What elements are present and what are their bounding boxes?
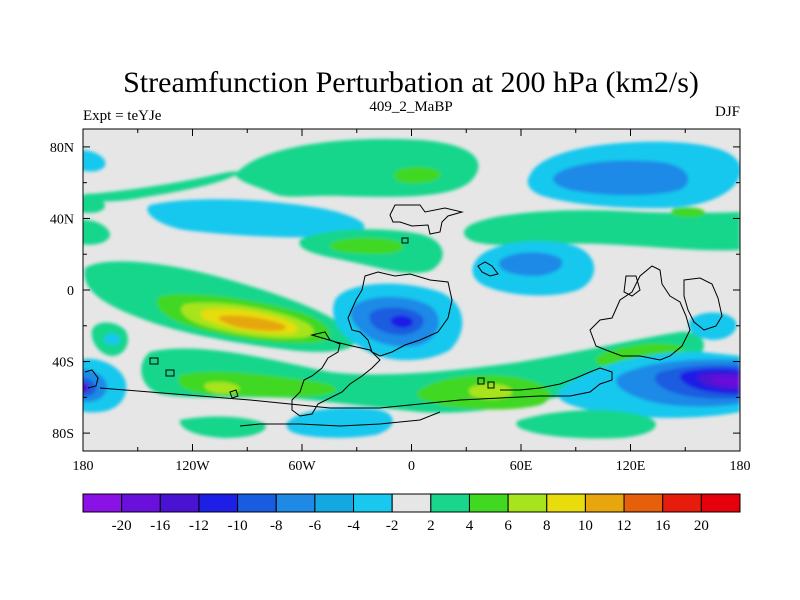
coastline-island-3 (477, 377, 485, 385)
colorbar-swatch (700, 493, 741, 513)
colorbar-swatch (82, 493, 123, 513)
colorbar: -20 -16 -12 -10 -8 -6 -4 -2 2 4 6 8 10 12 16 20 (82, 493, 741, 534)
subtitle-left: Expt = teYJe (83, 108, 162, 124)
colorbar-label: 8 (543, 518, 551, 534)
colorbar-swatch (507, 493, 548, 513)
coastline-antarctica-west (84, 369, 99, 389)
contour-violet-south-pacific-sw (83, 382, 89, 393)
contour-cyan-north-mid (147, 199, 365, 238)
contour-purple-southeast (710, 376, 740, 387)
coastline-island-2 (165, 369, 175, 377)
coastline-africa (347, 271, 453, 357)
colorbar-label: 10 (578, 518, 593, 534)
coastline-south-pole-coast (239, 411, 441, 427)
coastline-indonesia (589, 265, 691, 361)
x-tick-label: 0 (408, 459, 415, 474)
coastline-small-island (401, 237, 409, 244)
colorbar-swatch (623, 493, 664, 513)
coastline-south-america (291, 331, 381, 417)
contour-green-east-band (464, 210, 740, 251)
colorbar-swatch (314, 493, 355, 513)
contour-green-south-pole-west (179, 416, 266, 438)
contour-blue-northeast (553, 160, 689, 196)
colorbar-swatch (237, 493, 277, 513)
colorbar-label: -6 (309, 518, 322, 534)
contour-green-north-atlantic-inner (329, 237, 404, 254)
x-tick-label: 60E (510, 459, 533, 474)
contour-field (83, 138, 740, 439)
coastline-south-atlantic-islands (229, 389, 239, 399)
colorbar-swatch (198, 493, 239, 513)
contour-blue-asia (499, 252, 563, 276)
x-tick-label: 180 (73, 459, 94, 474)
colorbar-label: -2 (386, 518, 399, 534)
contour-cyan-northwest (83, 150, 106, 172)
x-tick-label: 120E (616, 459, 646, 474)
colorbar-swatch (275, 493, 316, 513)
y-tick-label: 40N (50, 212, 74, 227)
colorbar-label: -12 (189, 518, 209, 534)
colorbar-label: 6 (504, 518, 512, 534)
contour-green-west-tail (85, 171, 240, 202)
colorbar-label: 12 (617, 518, 632, 534)
coastline-east-asia (683, 277, 723, 331)
coastline-island-1 (149, 357, 159, 365)
subtitle-center: 409_2_MaBP (369, 99, 452, 115)
x-tick-label: 120W (175, 459, 210, 474)
axis-ticks: 180 120W 60W 0 60E 120E 180 80N 40N 0 40S 80S (50, 129, 751, 474)
colorbar-label: 16 (655, 518, 671, 534)
contour-cyan-nw-tropic (104, 333, 121, 346)
coastline-antarctica (99, 367, 613, 409)
coastline-africa-europe (389, 204, 464, 235)
coastline-asia (477, 261, 499, 277)
colorbar-label: 4 (466, 518, 474, 534)
chart-title: Streamfunction Perturbation at 200 hPa (… (123, 66, 699, 99)
contour-blue3-africa (390, 315, 414, 328)
y-tick-label: 80S (52, 427, 74, 442)
colorbar-swatch (468, 493, 509, 513)
y-tick-label: 40S (52, 356, 74, 371)
coastline-island-4 (487, 381, 495, 389)
colorbar-swatch (546, 493, 586, 513)
colorbar-swatch (430, 493, 470, 513)
contour-cyan-east-mid (688, 312, 737, 340)
colorbar-swatch (159, 493, 200, 513)
contour-green-west-low (83, 219, 110, 245)
colorbar-swatch (353, 493, 393, 513)
colorbar-label: -10 (228, 518, 248, 534)
colorbar-label: -20 (112, 518, 132, 534)
colorbar-label: -8 (270, 518, 283, 534)
coastline-australia (623, 275, 641, 297)
colorbar-swatch (584, 493, 625, 513)
subtitle-right: DJF (715, 104, 740, 120)
y-tick-label: 0 (67, 284, 74, 299)
contour-yellowgreen-south-band (204, 381, 240, 394)
colorbar-swatch (662, 493, 702, 513)
contour-orange-east-pacific (218, 315, 286, 331)
contour-green-east-band-inner (671, 207, 705, 218)
contour-green-north-band-inner (393, 166, 441, 184)
colorbar-label: -4 (347, 518, 360, 534)
x-tick-label: 60W (288, 459, 316, 474)
contour-green-south-pole (516, 409, 656, 439)
contour-yellowgreen-indian (468, 383, 513, 400)
colorbar-label: -16 (150, 518, 170, 534)
plot-area: 180 120W 60W 0 60E 120E 180 80N 40N 0 40S 80S (50, 128, 751, 474)
coastlines (84, 204, 723, 427)
colorbar-swatch (391, 493, 432, 513)
x-tick-label: 180 (730, 459, 751, 474)
y-tick-label: 80N (50, 141, 74, 156)
colorbar-label: 2 (427, 518, 435, 534)
colorbar-swatch (121, 493, 161, 513)
contour-cyan-south-atlantic (286, 407, 393, 438)
colorbar-label: 20 (694, 518, 709, 534)
